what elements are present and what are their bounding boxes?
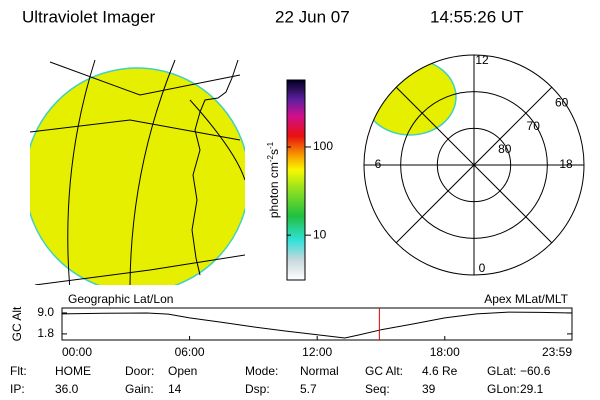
hour-label: 18 [559, 157, 573, 171]
map-image [30, 59, 245, 285]
field-value: 4.6 Re [422, 364, 458, 378]
x-tick-label: 12:00 [302, 345, 332, 359]
field-label: GC Alt: [365, 364, 403, 378]
field-value: 39 [422, 382, 436, 396]
y-axis-label: GC Alt [10, 306, 24, 341]
right-title: Apex MLat/MLT [484, 292, 568, 306]
field-label: Mode: [245, 364, 278, 378]
field-value: Normal [300, 364, 339, 378]
x-tick-label: 06:00 [175, 345, 205, 359]
polar-plot [364, 55, 584, 275]
colorbar-tick-label: 10 [313, 227, 327, 241]
y-tick-label: 9.0 [37, 305, 54, 319]
field-value: 36.0 [55, 382, 79, 396]
colorbar-tick-label: 100 [313, 139, 333, 153]
field-label: Seq: [365, 382, 390, 396]
field-value: Open [168, 364, 197, 378]
x-tick-label: 23:59 [542, 345, 572, 359]
polar-ring [400, 91, 548, 239]
colorbar-label: photon cm-2s-1 [266, 141, 282, 218]
field-label: GLat: [487, 364, 516, 378]
time: 14:55:26 UT [430, 7, 524, 26]
field-label: IP: [10, 382, 25, 396]
field-label: Gain: [125, 382, 154, 396]
ring-label: 60 [555, 96, 569, 110]
y-tick-label: 1.8 [37, 326, 54, 340]
field-value: 5.7 [300, 382, 317, 396]
date: 22 Jun 07 [275, 7, 350, 26]
polar-ring [363, 54, 585, 276]
instrument: Ultraviolet Imager [22, 7, 156, 26]
ring-label: 80 [498, 142, 512, 156]
field-label: Dsp: [245, 382, 270, 396]
altitude-line [61, 311, 573, 339]
field-value: −60.6 [520, 364, 551, 378]
left-title: Geographic Lat/Lon [68, 292, 173, 306]
hour-label: 0 [479, 261, 486, 275]
colorbar [286, 79, 306, 281]
field-label: Door: [125, 364, 154, 378]
ring-label: 70 [527, 119, 541, 133]
hour-label: 6 [375, 157, 382, 171]
field-label: GLon: [487, 382, 520, 396]
field-label: Flt: [10, 364, 27, 378]
field-value: HOME [55, 364, 91, 378]
x-tick-label: 18:00 [430, 345, 460, 359]
x-tick-label: 00:00 [62, 345, 92, 359]
field-value: 14 [168, 382, 182, 396]
hour-label: 12 [475, 53, 489, 67]
field-value: 29.1 [520, 382, 544, 396]
polar-ring [436, 127, 512, 203]
